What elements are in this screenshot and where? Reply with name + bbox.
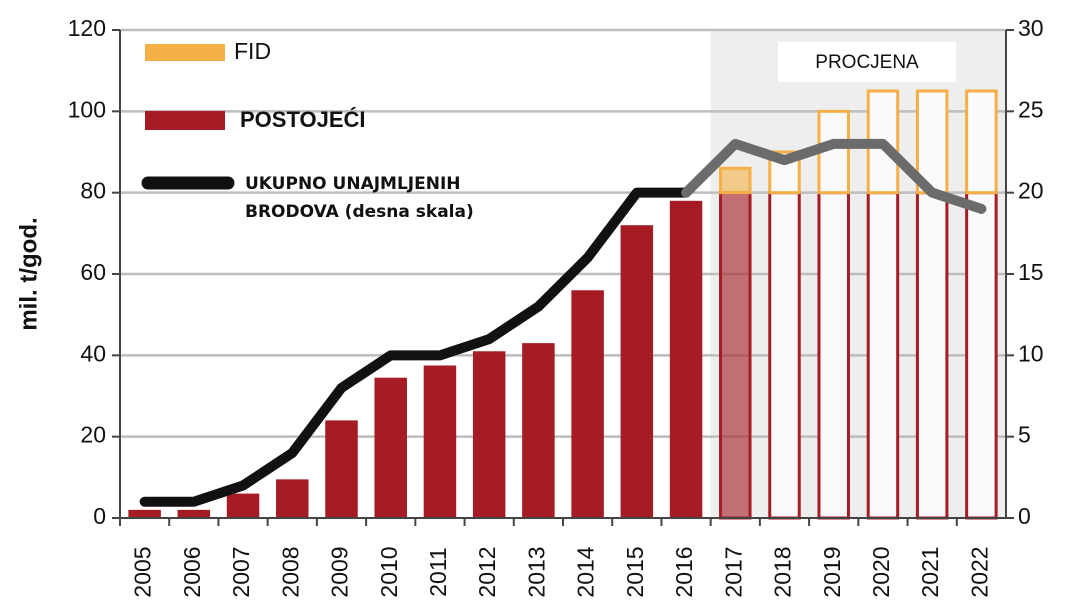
bar bbox=[866, 191, 900, 520]
bar bbox=[276, 479, 309, 518]
bar bbox=[669, 200, 703, 519]
bar bbox=[571, 290, 604, 518]
x-tick-label: 2011 bbox=[425, 547, 451, 596]
estimate-label-box bbox=[778, 42, 956, 82]
x-tick-label: 2013 bbox=[523, 546, 549, 597]
y2-tick-label: 20 bbox=[1018, 178, 1044, 204]
y-tick-label: 80 bbox=[80, 178, 106, 204]
bar bbox=[522, 343, 555, 518]
bar bbox=[128, 509, 161, 518]
x-tick-label: 2022 bbox=[966, 546, 992, 597]
y-tick-label: 120 bbox=[68, 15, 106, 41]
x-tick-label: 2010 bbox=[376, 546, 402, 597]
y2-tick-label: 15 bbox=[1018, 259, 1044, 285]
bar bbox=[374, 377, 407, 518]
x-tick-label: 2015 bbox=[622, 546, 648, 597]
bar bbox=[620, 225, 654, 518]
y2-tick-label: 10 bbox=[1018, 340, 1044, 366]
y2-tick-label: 25 bbox=[1018, 96, 1044, 122]
bar bbox=[719, 191, 752, 520]
x-tick-label: 2014 bbox=[573, 546, 599, 597]
bar bbox=[325, 420, 358, 518]
x-tick-label: 2007 bbox=[228, 546, 254, 597]
y2-tick-label: 5 bbox=[1018, 422, 1031, 448]
bar bbox=[226, 493, 260, 518]
bar bbox=[719, 166, 752, 195]
y2-tick-label: 30 bbox=[1018, 15, 1044, 41]
bar bbox=[915, 191, 949, 520]
x-tick-label: 2020 bbox=[868, 546, 894, 597]
y-tick-label: 0 bbox=[93, 503, 106, 529]
y-tick-label: 40 bbox=[80, 340, 106, 366]
y2-tick-label: 0 bbox=[1018, 503, 1031, 529]
x-tick-label: 2018 bbox=[770, 546, 796, 597]
x-tick-label: 2006 bbox=[179, 546, 205, 597]
legend-swatch bbox=[145, 44, 225, 61]
y-tick-label: 100 bbox=[68, 96, 106, 122]
x-tick-label: 2021 bbox=[917, 546, 943, 597]
x-tick-label: 2008 bbox=[277, 546, 303, 597]
x-tick-label: 2016 bbox=[671, 546, 697, 597]
x-tick-label: 2019 bbox=[819, 546, 845, 597]
bar bbox=[817, 191, 850, 520]
legend-label: FID bbox=[234, 38, 271, 64]
bar bbox=[965, 89, 998, 195]
line bbox=[139, 187, 692, 507]
y-axis-label: mil. t/god. bbox=[15, 217, 42, 330]
estimate-label: PROCJENA bbox=[815, 52, 919, 73]
y-tick-label: 20 bbox=[80, 422, 106, 448]
bar bbox=[423, 365, 457, 518]
bar bbox=[472, 351, 506, 518]
legend-swatch bbox=[145, 111, 225, 130]
x-tick-label: 2017 bbox=[720, 546, 746, 597]
bar bbox=[965, 191, 998, 520]
legend-label: POSTOJEĆI bbox=[240, 107, 366, 132]
bar bbox=[768, 191, 801, 520]
line-estimate bbox=[681, 138, 987, 214]
bar bbox=[177, 509, 211, 518]
legend-label: UKUPNO UNAJMLJENIH BRODOVA (desna skala) bbox=[245, 174, 474, 222]
x-tick-label: 2009 bbox=[327, 546, 353, 597]
y-tick-label: 60 bbox=[80, 259, 106, 285]
x-tick-label: 2005 bbox=[130, 546, 156, 597]
x-tick-label: 2012 bbox=[474, 546, 500, 597]
